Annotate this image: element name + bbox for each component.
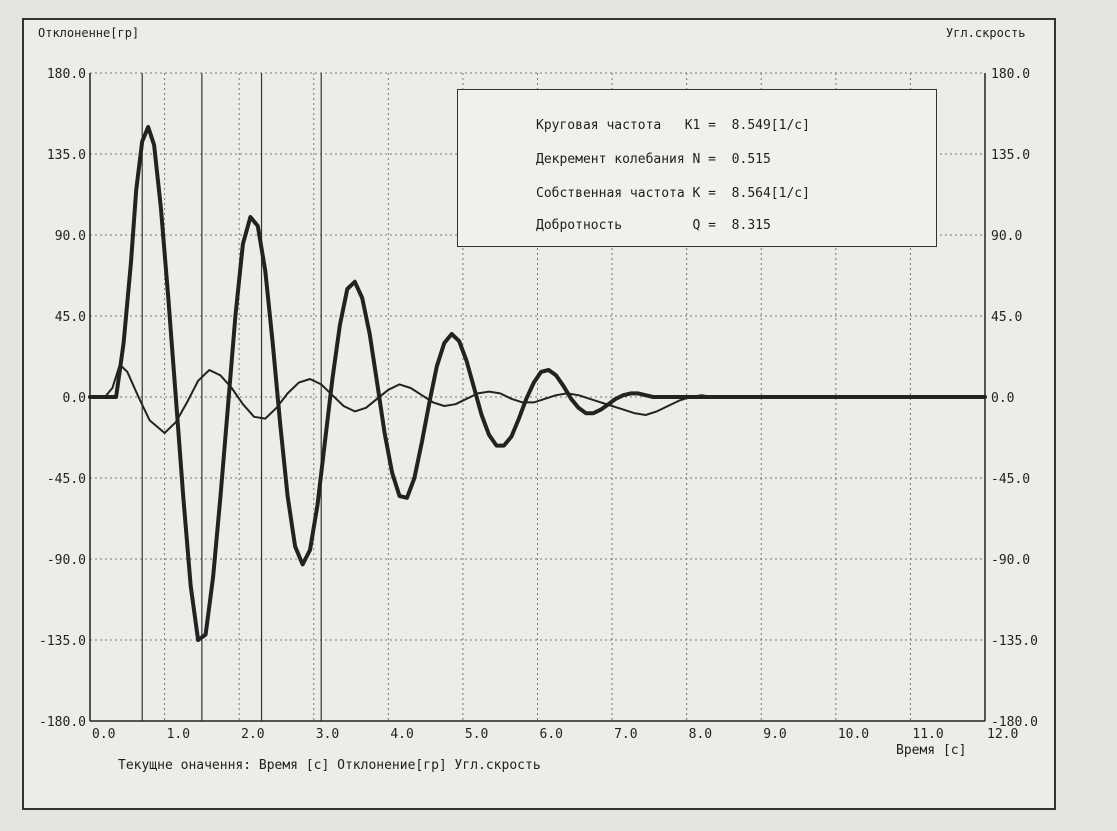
x-tick-label: 12.0	[987, 727, 1018, 742]
y-right-tick-label: 45.0	[991, 310, 1022, 325]
x-tick-label: 5.0	[465, 727, 488, 742]
x-tick-label: 2.0	[241, 727, 264, 742]
param-damping-decrement: Декремент колебания N = 0.515	[536, 152, 771, 167]
x-tick-label: 3.0	[316, 727, 339, 742]
y-left-tick-label: 0.0	[63, 391, 86, 406]
y-left-tick-label: -135.0	[39, 634, 86, 649]
series-line-deflection	[88, 125, 987, 642]
y-right-tick-label: -135.0	[991, 634, 1038, 649]
y-left-tick-label: 180.0	[47, 67, 86, 82]
y-left-tick-label: 90.0	[55, 229, 86, 244]
x-tick-label: 0.0	[92, 727, 115, 742]
y-right-tick-label: 0.0	[991, 391, 1014, 406]
parameters-panel: Круговая частота K1 = 8.549[1/с] Декреме…	[457, 89, 937, 247]
y-left-tick-label: -180.0	[39, 715, 86, 730]
time-marker-lines	[141, 73, 322, 721]
y-left-tick-label: -45.0	[47, 472, 86, 487]
y-right-axis-title: Угл.скрость	[946, 26, 1026, 40]
y-right-tick-label: 180.0	[991, 67, 1030, 82]
current-values-readout: Текущне оначення: Время [с] Отклонение[г…	[118, 758, 541, 773]
y-right-tick-label: 90.0	[991, 229, 1022, 244]
param-circular-frequency: Круговая частота K1 = 8.549[1/с]	[536, 118, 810, 133]
y-left-tick-label: 45.0	[55, 310, 86, 325]
param-natural-frequency: Собственная частота K = 8.564[1/с]	[536, 186, 810, 201]
x-tick-label: 8.0	[689, 727, 712, 742]
y-left-tick-label: -90.0	[47, 553, 86, 568]
y-right-tick-label: -180.0	[991, 715, 1038, 730]
series-lines	[88, 125, 987, 642]
x-tick-label: 9.0	[763, 727, 786, 742]
param-quality-factor: Добротность Q = 8.315	[536, 218, 771, 233]
y-right-tick-label: -90.0	[991, 553, 1030, 568]
y-right-tick-label: 135.0	[991, 148, 1030, 163]
x-axis-title: Время [с]	[896, 743, 967, 758]
x-tick-label: 1.0	[167, 727, 190, 742]
x-tick-label: 10.0	[838, 727, 869, 742]
y-right-tick-labels: 180.0 135.0 90.0 45.0 0.0 -45.0 -90.0 -135.0 -18…	[991, 67, 1038, 730]
x-tick-labels: 0.0 1.0 2.0 3.0 4.0 5.0 6.0 7.0 8.0 9.0 10.0 11.0 12…	[92, 727, 1018, 742]
x-tick-label: 11.0	[912, 727, 943, 742]
y-left-tick-labels: 180.0 135.0 90.0 45.0 0.0 -45.0 -90.0 -135.0 -18…	[39, 67, 86, 730]
y-left-tick-label: 135.0	[47, 148, 86, 163]
y-right-tick-label: -45.0	[991, 472, 1030, 487]
x-tick-label: 6.0	[540, 727, 563, 742]
x-tick-label: 7.0	[614, 727, 637, 742]
y-left-axis-title: Отклоненне[гр]	[38, 26, 140, 40]
x-tick-label: 4.0	[390, 727, 413, 742]
series-line-angular-velocity	[89, 363, 986, 434]
